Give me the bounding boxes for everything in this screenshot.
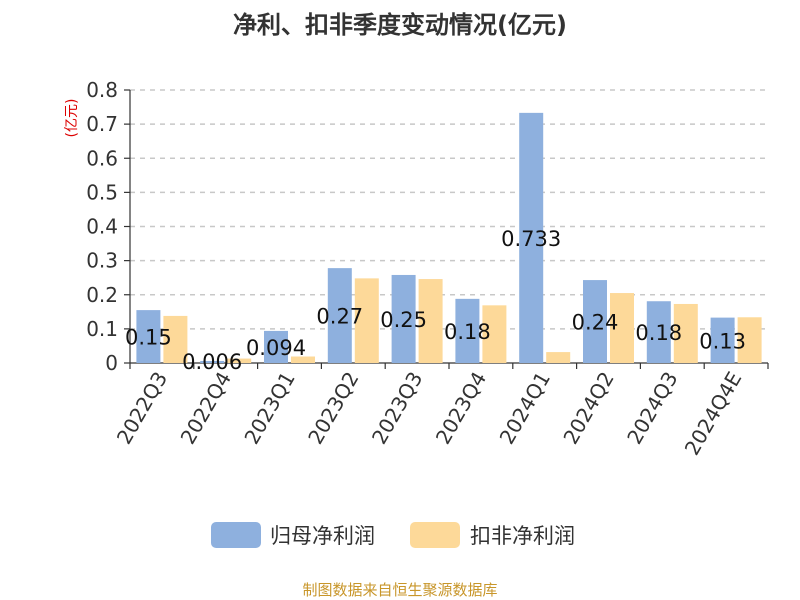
x-tick-label: 2024Q1 [495,368,555,449]
x-tick-label: 2024Q2 [558,368,618,449]
y-tick-label: 0.4 [86,215,118,239]
y-tick-label: 0.6 [86,146,118,170]
x-tick-label: 2023Q2 [303,368,363,449]
legend-swatch-series-2 [410,522,460,548]
legend-label-series-1: 归母净利润 [270,524,375,548]
y-tick-label: 0.2 [86,283,118,307]
data-label-series-1: 0.094 [246,336,306,360]
data-label-series-1: 0.733 [501,227,561,251]
legend: 归母净利润 扣非净利润 [211,522,575,548]
bar-series-1 [583,280,607,363]
bar-series-1 [200,360,225,363]
bar-series-1 [136,310,161,363]
y-tick-label: 0 [105,351,118,375]
bar-series-1 [455,298,480,363]
bar-series-1 [519,112,544,364]
bar-series-2 [354,278,379,363]
y-tick-label: 0.8 [86,78,118,102]
bar-series-2 [291,356,315,363]
data-label-series-1: 0.15 [125,326,172,350]
grid-lines [130,89,768,330]
bar-series-2 [227,358,252,363]
bar-series-2 [737,317,762,363]
y-tick-label: 0.3 [86,249,118,273]
bar-series-1 [327,268,352,363]
data-source-note: 制图数据来自恒生聚源数据库 [302,581,497,599]
bars [136,112,762,364]
y-tick-label: 0.7 [86,112,118,136]
data-label-series-1: 0.006 [182,350,242,374]
data-label-series-1: 0.24 [572,311,619,335]
legend-label-series-2: 扣非净利润 [470,524,575,548]
x-tick-label: 2022Q4 [176,368,236,449]
x-tick-labels: 2022Q3 2022Q4 2023Q1 2023Q2 2023Q3 2023Q4 2024… [112,368,747,460]
y-tick-label: 0.1 [86,317,118,341]
data-label-series-1: 0.18 [444,320,491,344]
data-label-series-1: 0.27 [316,305,363,329]
x-tick-label: 2023Q3 [367,368,427,449]
x-tick-label: 2023Q4 [431,368,491,449]
data-label-series-1: 0.18 [635,321,682,345]
y-tick-label: 0.5 [86,180,118,204]
x-tick-label: 2024Q4E [680,368,747,460]
chart-title: 净利、扣非季度变动情况(亿元) [233,11,567,39]
bar-series-2 [546,352,571,363]
legend-swatch-series-1 [211,522,261,548]
data-label-series-1: 0.13 [699,329,746,353]
bar-series-1 [710,317,735,363]
data-label-series-1: 0.25 [380,308,427,332]
bar-series-2 [610,293,634,363]
bar-series-2 [163,315,188,363]
y-tick-labels: 0 0.1 0.2 0.3 0.4 0.5 0.6 0.7 0.8 [86,78,118,375]
bar-series-2 [673,303,698,363]
x-tick-label: 2022Q3 [112,368,172,449]
bar-series-1 [391,274,416,363]
x-tick-label: 2024Q3 [622,368,682,449]
bar-series-1 [646,301,671,363]
y-axis-unit-label: (亿元) [64,99,80,138]
x-tick-label: 2023Q1 [239,368,299,449]
bar-series-1 [264,330,288,363]
bar-series-2 [482,305,507,363]
bar-series-2 [418,279,443,363]
